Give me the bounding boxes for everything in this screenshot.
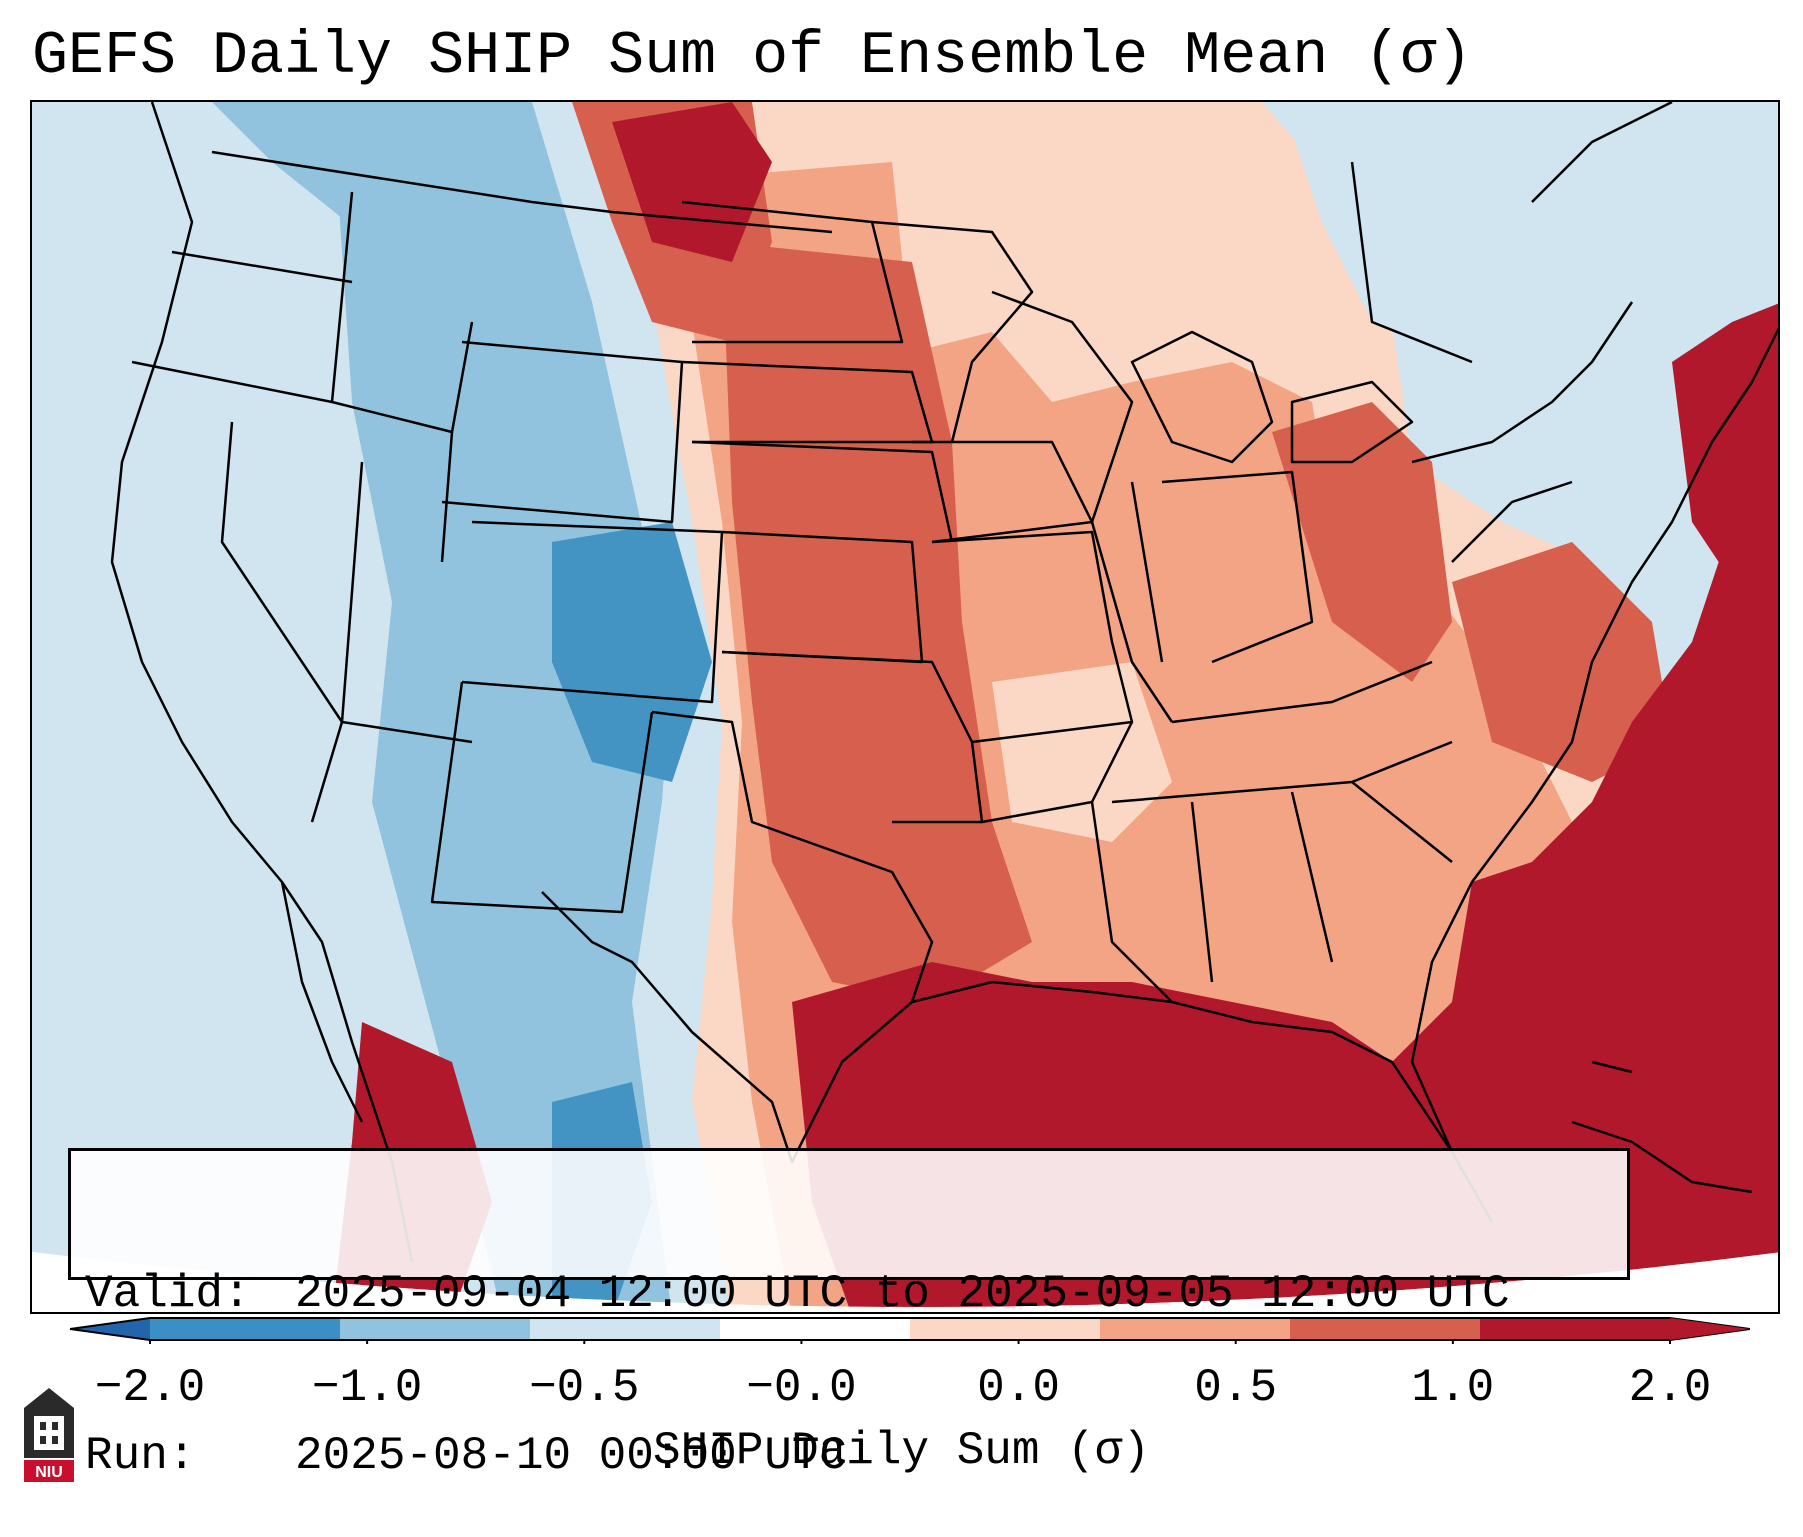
field-negative-band — [332, 102, 672, 1307]
colorbar-segment — [910, 1318, 1101, 1340]
colorbar-segments — [70, 1317, 1750, 1341]
colorbar-tick-label: −0.5 — [529, 1362, 640, 1414]
svg-text:NIU: NIU — [35, 1464, 63, 1481]
valid-value: 2025-09-04 12:00 UTC to 2025-09-05 12:00… — [295, 1268, 1510, 1320]
field-very-strong-positive-gulf-atlantic — [792, 442, 1778, 1307]
valid-time-infobox: Valid: 2025-09-04 12:00 UTC to 2025-09-05… — [68, 1148, 1630, 1482]
run-value: 2025-08-10 00:00 UTC — [295, 1430, 848, 1482]
colorbar-tick-label: −2.0 — [94, 1362, 206, 1414]
field-very-strong-positive-northeast — [1672, 302, 1778, 582]
anomaly-map — [32, 102, 1778, 1312]
colorbar-tick-label: 0.5 — [1194, 1362, 1278, 1414]
caribbean-islands — [1571, 1060, 1753, 1194]
colorbar-under-arrow — [70, 1318, 150, 1340]
colorbar-segment — [530, 1318, 721, 1340]
colorbar-tick-label: −1.0 — [311, 1362, 423, 1414]
state-boundaries — [110, 102, 1778, 1263]
colorbar-segment — [1480, 1318, 1671, 1340]
valid-label: Valid: — [85, 1268, 251, 1320]
colorbar-tick-label: −0.0 — [746, 1362, 857, 1414]
field-strong-positive-greatlakes — [1272, 402, 1452, 682]
run-label: Run: — [85, 1430, 196, 1482]
colorbar-segment — [1290, 1318, 1481, 1340]
colorbar-ticks — [149, 1340, 1671, 1344]
field-strong-positive-appalachia — [1452, 542, 1672, 782]
projection-edge — [32, 1252, 1778, 1312]
colorbar — [70, 1317, 1750, 1344]
colorbar-segment — [150, 1318, 341, 1340]
field-strong-negative-colorado — [552, 522, 712, 782]
colorbar-over-arrow — [1670, 1318, 1750, 1340]
colorbar-tick-label: 1.0 — [1411, 1362, 1495, 1414]
colorbar-label: SHIP Daily Sum (σ) — [653, 1425, 1150, 1477]
niu-logo: NIU — [24, 1388, 74, 1482]
map-panel — [30, 100, 1780, 1314]
colorbar-segment — [340, 1318, 531, 1340]
chart-title: GEFS Daily SHIP Sum of Ensemble Mean (σ) — [32, 23, 1473, 91]
colorbar-tick-label: 2.0 — [1628, 1362, 1712, 1414]
colorbar-tick-label: 0.0 — [977, 1362, 1060, 1414]
colorbar-segment — [1100, 1318, 1291, 1340]
colorbar-segment — [720, 1318, 911, 1340]
field-strong-positive-plains — [722, 242, 1032, 1002]
